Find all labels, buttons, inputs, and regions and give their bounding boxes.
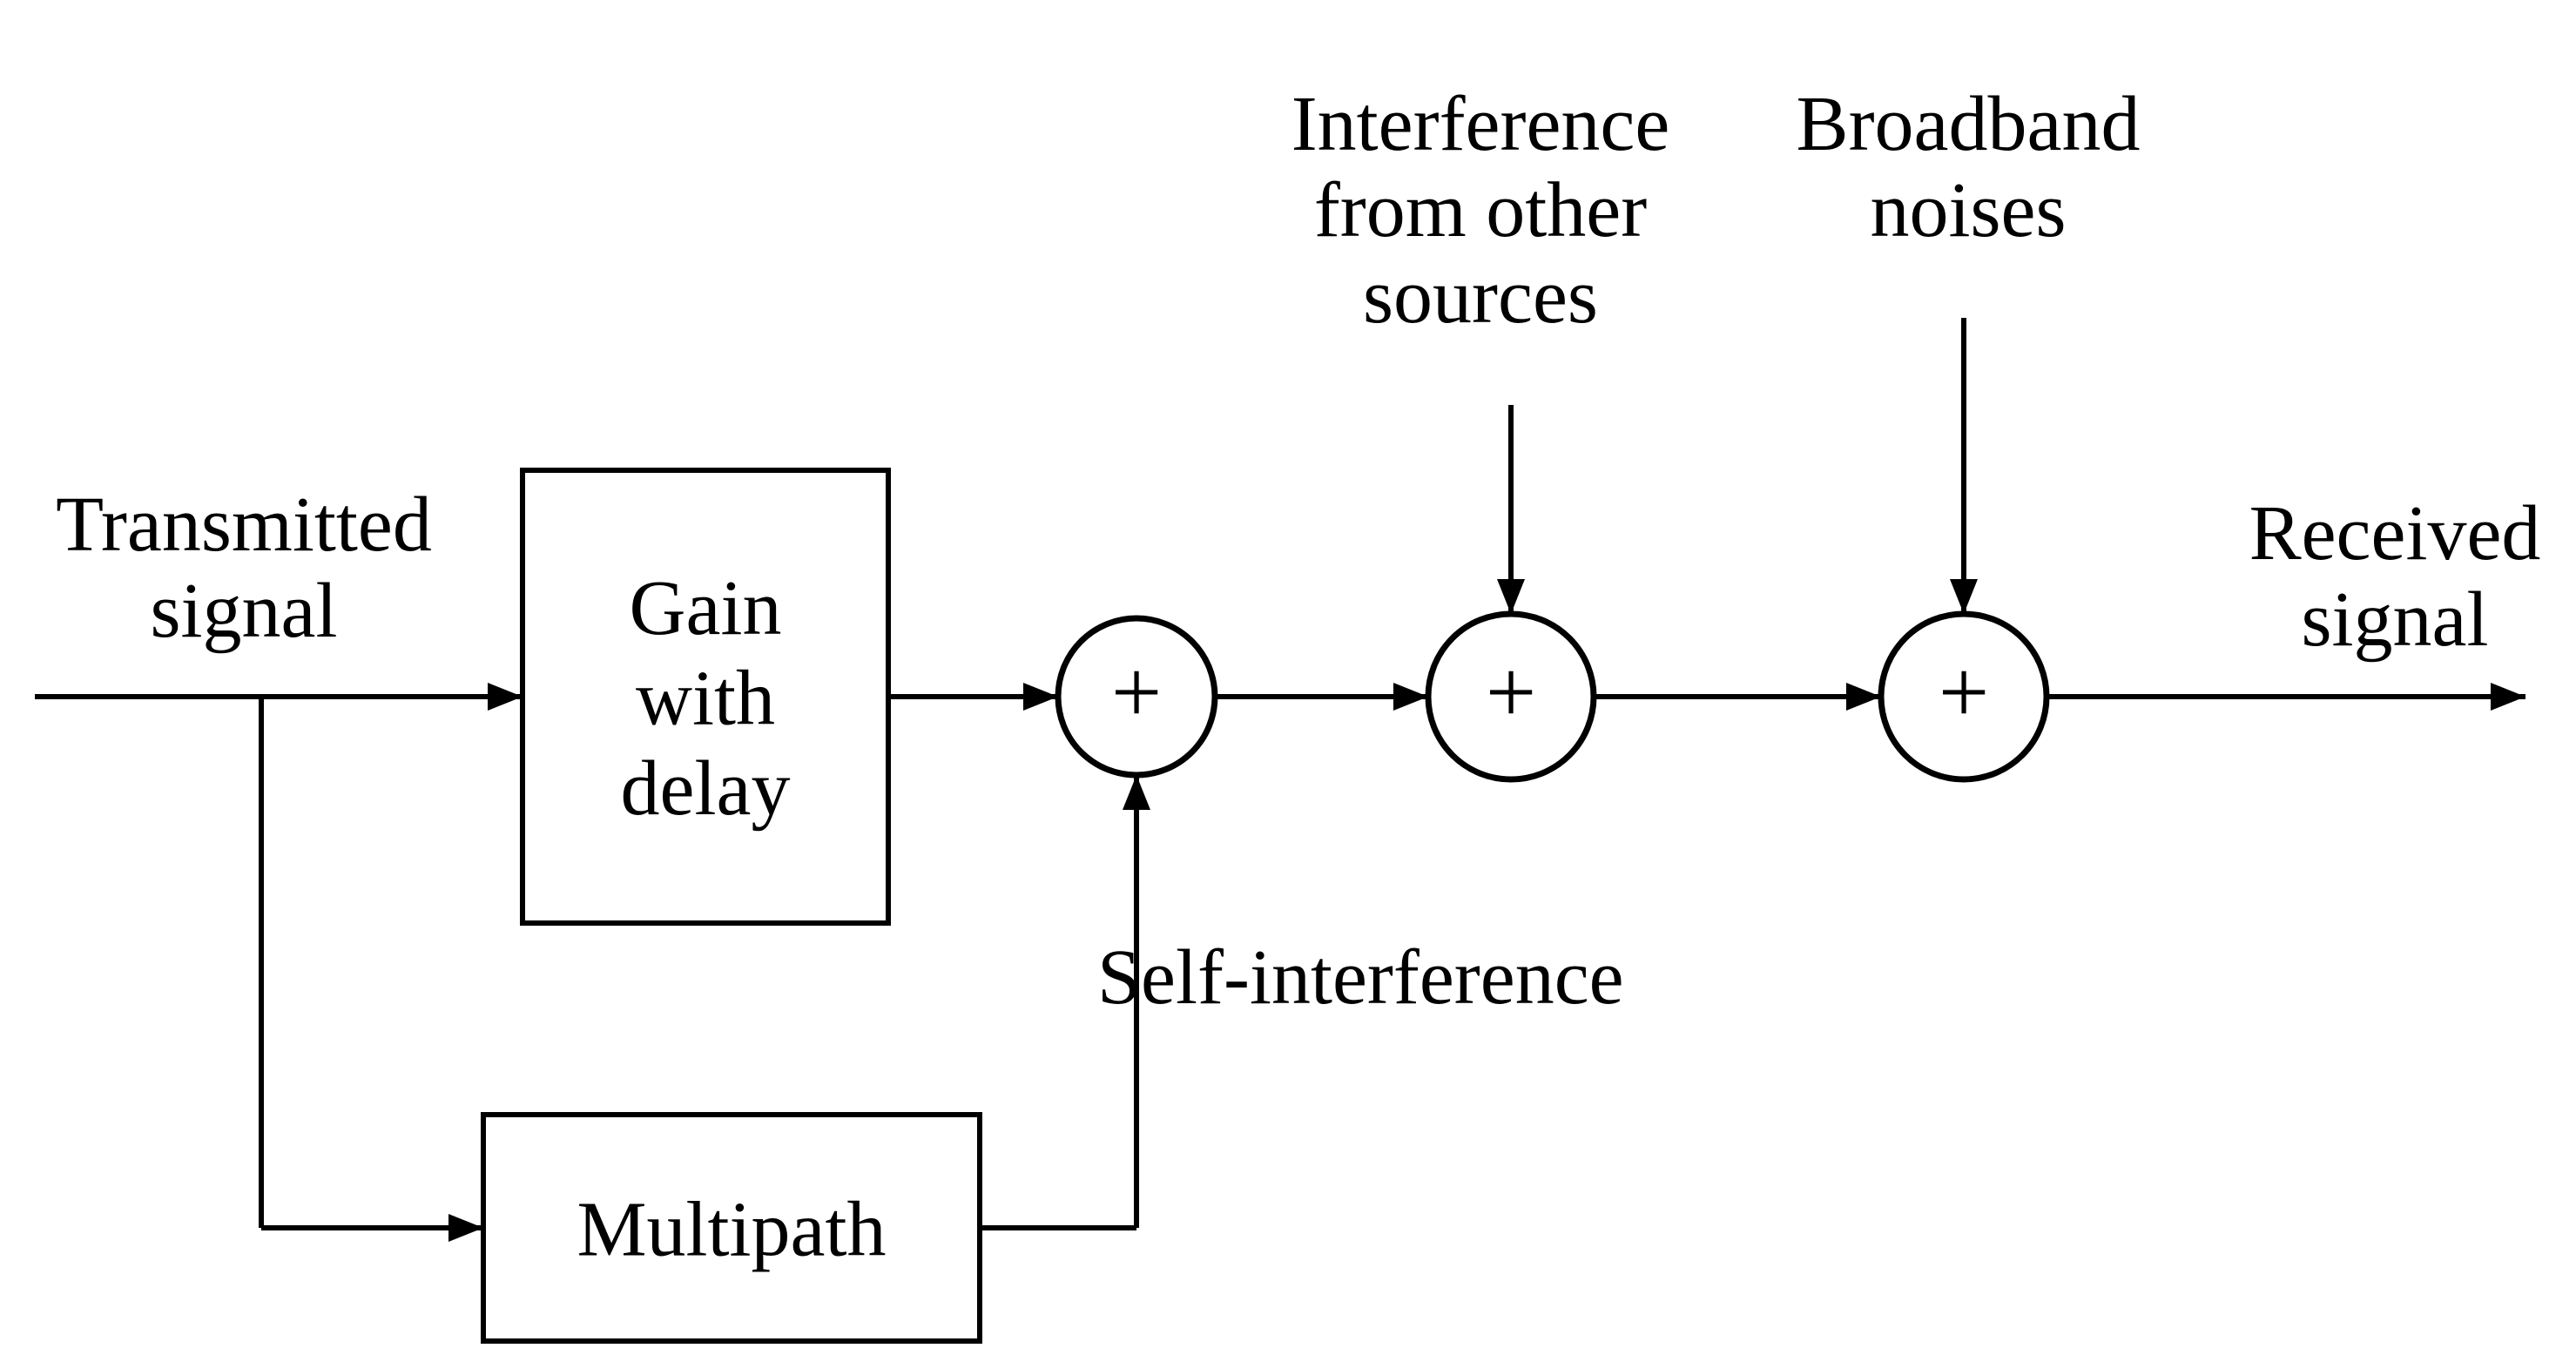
multipath-label: Multipath [577,1187,887,1273]
sum1-symbol: + [1111,644,1162,743]
gain-label: Gainwithdelay [621,565,791,832]
label-transmitted: Transmittedsignal [56,482,432,654]
label-received: Receivedsignal [2249,490,2541,663]
label-broadband: Broadbandnoises [1797,81,2141,253]
label-interference: Interferencefrom othersources [1291,81,1670,340]
sum2-symbol: + [1486,644,1536,743]
sum3-symbol: + [1939,644,1989,743]
label-selfinterf: Self-interference [1097,934,1624,1021]
